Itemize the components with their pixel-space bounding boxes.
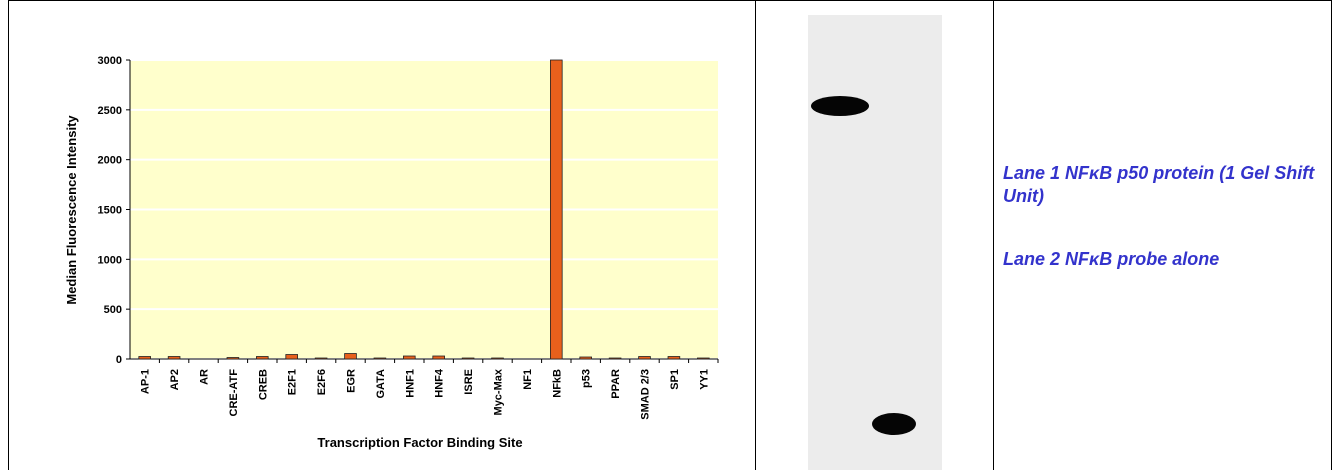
- x-tick-label: YY1: [698, 369, 710, 390]
- bar: [462, 358, 474, 359]
- bar: [580, 357, 592, 359]
- x-tick-label: AP2: [169, 369, 181, 390]
- bar: [403, 356, 415, 359]
- bar: [139, 357, 151, 359]
- lane-note: Lane 1 NFκB p50 protein (1 Gel Shift Uni…: [1003, 162, 1333, 208]
- lane-note: Lane 2 NFκB probe alone: [1003, 248, 1333, 271]
- x-tick-label: ISRE: [463, 369, 475, 395]
- gel-band: [872, 413, 916, 435]
- x-tick-label: GATA: [375, 369, 387, 399]
- bar: [286, 355, 298, 359]
- figure: Transcription Factor Binding Site Median…: [0, 0, 1340, 470]
- bar: [668, 357, 680, 359]
- y-tick-label: 0: [116, 354, 122, 366]
- x-tick-label: Myc-Max: [493, 368, 505, 415]
- x-tick-label: AP-1: [140, 369, 152, 394]
- gel: [808, 15, 942, 470]
- y-tick-label: 2500: [98, 105, 122, 117]
- x-tick-label: E2F6: [316, 369, 328, 395]
- y-tick-label: 1000: [98, 254, 122, 266]
- y-tick-label: 3000: [98, 55, 122, 67]
- bar: [639, 357, 651, 359]
- x-tick-label: HNF4: [434, 368, 446, 398]
- x-axis-title: Transcription Factor Binding Site: [317, 435, 522, 450]
- gel-image: [808, 15, 942, 470]
- x-tick-label: CRE-ATF: [228, 369, 240, 417]
- bar: [374, 358, 386, 359]
- bar: [345, 354, 357, 359]
- y-axis-title: Median Fluorescence Intensity: [64, 115, 79, 305]
- bar: [550, 60, 562, 359]
- chart: Transcription Factor Binding Site Median…: [0, 0, 1340, 470]
- bar: [315, 358, 327, 359]
- y-tick-label: 500: [104, 304, 122, 316]
- x-tick-label: E2F1: [287, 369, 299, 395]
- x-tick-label: PPAR: [610, 369, 622, 399]
- x-tick-label: HNF1: [404, 369, 416, 398]
- x-tick-label: CREB: [257, 369, 269, 400]
- x-tick-label: SMAD 2/3: [640, 369, 652, 420]
- bar: [227, 358, 239, 359]
- x-tick-label: SP1: [669, 369, 681, 390]
- bar: [168, 357, 180, 359]
- bar: [492, 358, 504, 359]
- gel-band: [811, 96, 869, 116]
- bar: [256, 357, 268, 359]
- y-tick-label: 2000: [98, 155, 122, 167]
- x-tick-label: EGR: [346, 369, 358, 393]
- bar: [609, 358, 621, 359]
- x-tick-label: AR: [199, 369, 211, 385]
- x-tick-label: NFkB: [551, 369, 563, 398]
- x-tick-label: NF1: [522, 369, 534, 390]
- x-tick-label: p53: [581, 369, 593, 388]
- bar: [697, 358, 709, 359]
- y-tick-label: 1500: [98, 205, 122, 217]
- bar: [433, 356, 445, 359]
